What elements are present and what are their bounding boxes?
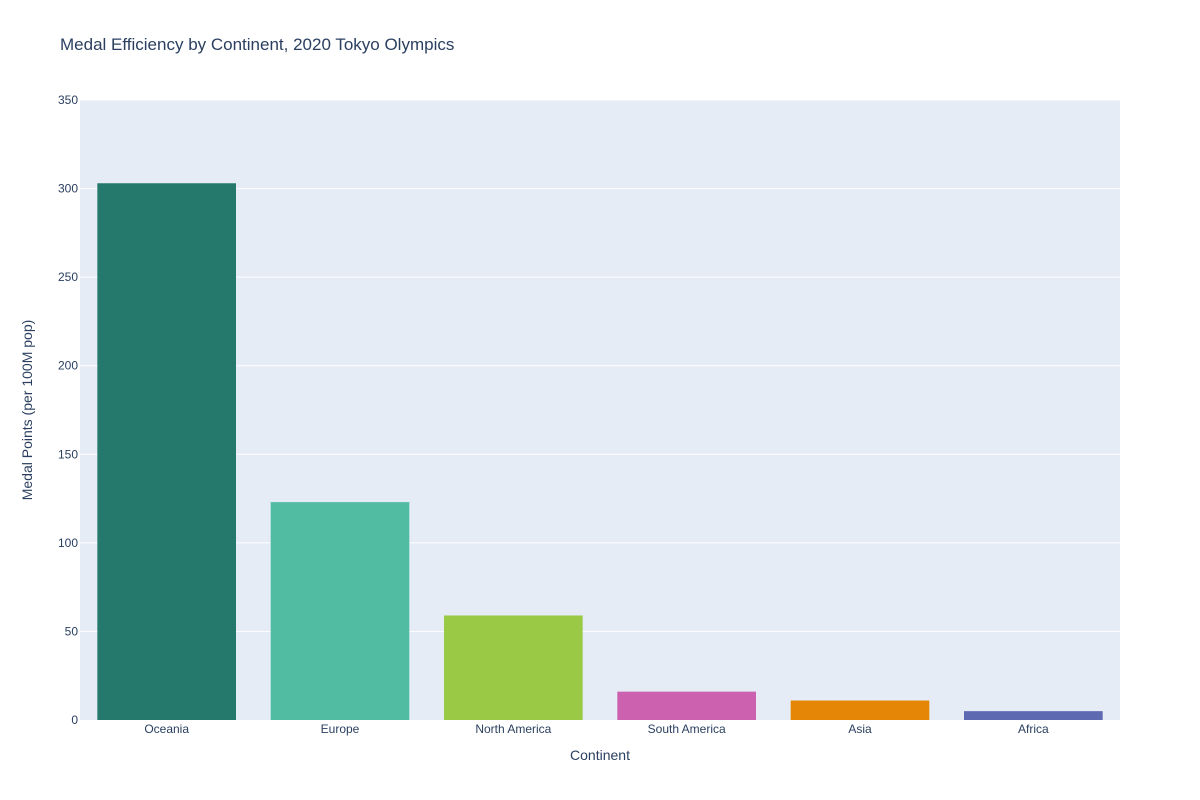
y-tick-label: 300	[58, 182, 78, 196]
x-tick-label: Asia	[848, 722, 872, 736]
x-axis-label: Continent	[570, 747, 630, 763]
gridlines	[80, 99, 1120, 632]
bar-asia[interactable]	[790, 700, 930, 720]
bars	[97, 183, 1103, 720]
x-tick-label: Europe	[321, 722, 360, 736]
y-tick-label: 250	[58, 270, 78, 284]
y-axis-ticks: 0 50 100 150 200 250 300 350	[58, 93, 78, 727]
y-tick-label: 200	[58, 359, 78, 373]
bar-north-america[interactable]	[444, 615, 583, 720]
x-tick-label: Africa	[1018, 722, 1049, 736]
bar-oceania[interactable]	[97, 183, 236, 720]
bar-europe[interactable]	[270, 502, 410, 720]
y-tick-label: 350	[58, 93, 78, 107]
y-axis-label: Medal Points (per 100M pop)	[19, 320, 35, 501]
plot-area	[80, 100, 1120, 720]
y-tick-label: 50	[65, 624, 79, 638]
x-tick-label: Oceania	[144, 722, 189, 736]
x-tick-label: South America	[648, 722, 726, 736]
y-tick-label: 100	[58, 536, 78, 550]
x-tick-label: North America	[475, 722, 551, 736]
y-tick-label: 150	[58, 447, 78, 461]
bar-africa[interactable]	[964, 711, 1103, 720]
y-tick-label: 0	[71, 713, 78, 727]
bar-south-america[interactable]	[617, 691, 756, 720]
x-axis-ticks: Oceania Europe North America South America A…	[144, 722, 1049, 736]
chart-title: Medal Efficiency by Continent, 2020 Toky…	[60, 35, 454, 54]
